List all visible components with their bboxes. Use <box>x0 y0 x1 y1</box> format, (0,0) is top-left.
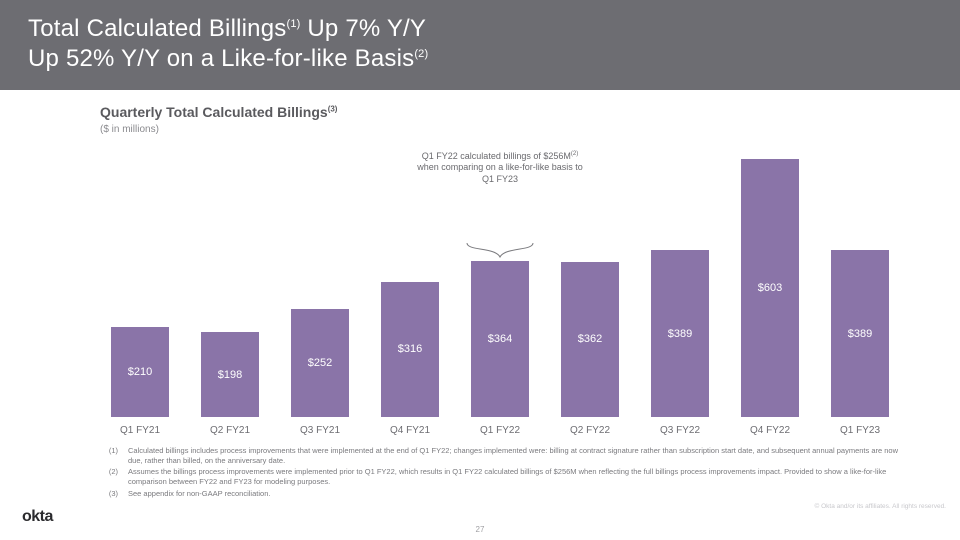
footnote-num: (2) <box>100 467 118 487</box>
footnotes: (1) Calculated billings includes process … <box>100 446 900 499</box>
x-axis-tick: Q4 FY21 <box>370 425 450 436</box>
bar: $389 <box>831 250 889 417</box>
bar-slot: $389 <box>640 250 720 417</box>
bar-slot: $364 <box>460 261 540 417</box>
page-number: 27 <box>476 525 485 534</box>
bar-slot: $252 <box>280 309 360 417</box>
bar-value-label: $316 <box>398 343 422 355</box>
chart-title-text: Quarterly Total Calculated Billings <box>100 104 328 120</box>
bar: $198 <box>201 332 259 417</box>
x-axis-tick: Q1 FY21 <box>100 425 180 436</box>
x-axis: Q1 FY21 Q2 FY21 Q3 FY21 Q4 FY21 Q1 FY22 Q2 FY… <box>100 425 900 436</box>
chart-title: Quarterly Total Calculated Billings(3) <box>100 104 900 120</box>
x-axis-tick: Q3 FY22 <box>640 425 720 436</box>
title-line1-post: Up 7% Y/Y <box>301 15 427 42</box>
title-line1-sup: (1) <box>286 18 300 30</box>
content-area: Quarterly Total Calculated Billings(3) (… <box>0 90 960 499</box>
bar: $603 <box>741 159 799 417</box>
x-axis-tick: Q3 FY21 <box>280 425 360 436</box>
bar-value-label: $210 <box>128 366 152 378</box>
bar: $362 <box>561 262 619 417</box>
bar: $252 <box>291 309 349 417</box>
bar-value-label: $362 <box>578 333 602 345</box>
title-line2-sup: (2) <box>414 48 428 60</box>
bar-value-label: $364 <box>488 333 512 345</box>
bar: $364 <box>471 261 529 417</box>
bar: $210 <box>111 327 169 417</box>
bar-slot: $362 <box>550 262 630 417</box>
footnote-text: Assumes the billings process improvement… <box>128 467 900 487</box>
footnote-text: See appendix for non-GAAP reconciliation… <box>128 489 270 499</box>
footnote-num: (3) <box>100 489 118 499</box>
bar-slot: $210 <box>100 327 180 417</box>
bar-slot: $316 <box>370 282 450 417</box>
chart-subtitle: ($ in millions) <box>100 124 900 135</box>
bar-slot: $389 <box>820 250 900 417</box>
chart-area: Q1 FY22 calculated billings of $256M(2) … <box>100 147 900 417</box>
bars-container: $210 $198 $252 $316 $364 $362 $389 $603 $389 <box>100 147 900 417</box>
bar-value-label: $198 <box>218 369 242 381</box>
x-axis-tick: Q1 FY22 <box>460 425 540 436</box>
bar-value-label: $389 <box>668 328 692 340</box>
slide-title: Total Calculated Billings(1) Up 7% Y/Y U… <box>28 14 932 74</box>
bar-value-label: $252 <box>308 357 332 369</box>
slide-header: Total Calculated Billings(1) Up 7% Y/Y U… <box>0 0 960 90</box>
bar-slot: $198 <box>190 332 270 417</box>
footnote-num: (1) <box>100 446 118 466</box>
logo: okta <box>22 508 53 526</box>
x-axis-tick: Q1 FY23 <box>820 425 900 436</box>
x-axis-tick: Q2 FY21 <box>190 425 270 436</box>
bar: $316 <box>381 282 439 417</box>
copyright: © Okta and/or its affiliates. All rights… <box>815 503 946 510</box>
bar-value-label: $603 <box>758 282 782 294</box>
bar-value-label: $389 <box>848 328 872 340</box>
bar: $389 <box>651 250 709 417</box>
footnote-text: Calculated billings includes process imp… <box>128 446 900 466</box>
title-line2-pre: Up 52% Y/Y on a Like-for-like Basis <box>28 45 414 72</box>
bar-slot: $603 <box>730 159 810 417</box>
footnote: (2) Assumes the billings process improvem… <box>100 467 900 487</box>
x-axis-tick: Q4 FY22 <box>730 425 810 436</box>
footnote: (1) Calculated billings includes process … <box>100 446 900 466</box>
title-line1-pre: Total Calculated Billings <box>28 15 286 42</box>
x-axis-tick: Q2 FY22 <box>550 425 630 436</box>
footnote: (3) See appendix for non-GAAP reconciliat… <box>100 489 900 499</box>
chart-title-sup: (3) <box>328 104 338 113</box>
